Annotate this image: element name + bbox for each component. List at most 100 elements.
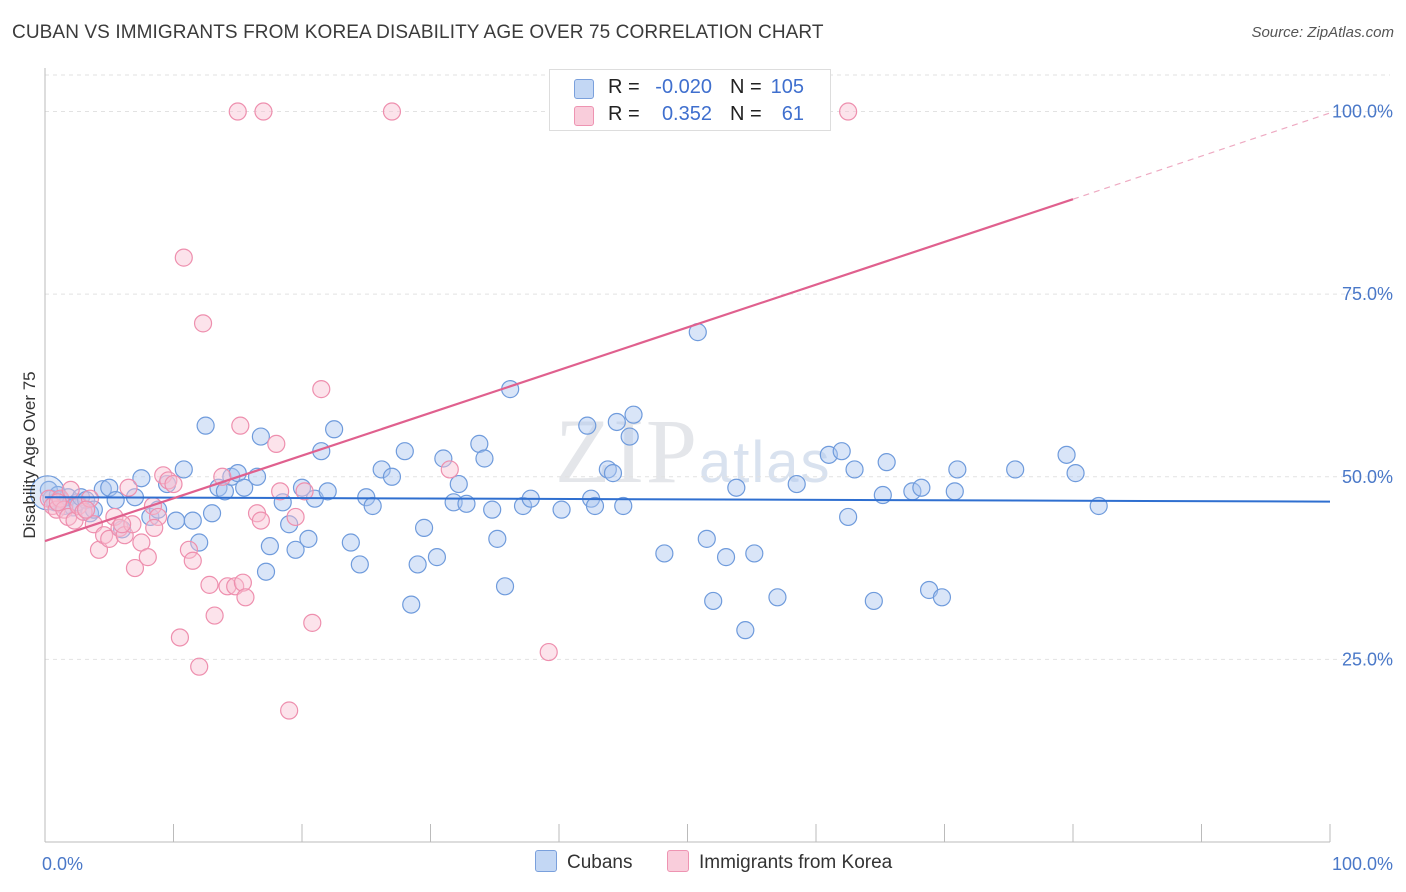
korea-point: [179, 540, 199, 559]
cubans-point: [620, 427, 639, 446]
y-tick-label: 50.0%: [1342, 467, 1393, 487]
korea-point: [80, 489, 100, 508]
legend-item-cubans[interactable]: Cubans: [535, 850, 633, 878]
cubans-point: [183, 511, 202, 530]
r-label: R =: [608, 76, 640, 98]
cubans-point: [132, 469, 151, 488]
cubans-legend-swatch: [535, 850, 557, 872]
cubans-point: [106, 491, 125, 510]
cubans-point: [196, 416, 215, 435]
cubans-point: [488, 529, 507, 548]
n-value: 61: [781, 103, 804, 125]
cubans-point: [945, 482, 964, 501]
cubans-point: [655, 544, 674, 563]
cubans-point: [318, 482, 337, 501]
cubans-point: [845, 460, 864, 479]
cubans-point: [864, 591, 883, 611]
cubans-point: [427, 548, 447, 567]
cubans-point: [475, 449, 494, 468]
korea-point: [174, 248, 193, 267]
korea-point: [228, 102, 247, 121]
cubans-point: [166, 511, 186, 530]
cubans-point: [912, 478, 931, 497]
series-korea: [39, 102, 858, 720]
korea-point: [231, 416, 250, 435]
cubans-point: [603, 464, 623, 483]
korea-point: [77, 500, 96, 519]
legend-row-cubans: R = -0.020 N = 105: [550, 75, 830, 101]
x-tick-label: 0.0%: [42, 854, 83, 874]
korea-point: [125, 558, 145, 578]
cubans-point: [202, 504, 222, 523]
n-value: 105: [770, 76, 804, 98]
y-tick-label: 100.0%: [1332, 102, 1393, 122]
source-label: Source: ZipAtlas.com: [1251, 24, 1394, 41]
korea-point: [200, 575, 219, 594]
cubans-point: [727, 478, 746, 497]
legend-stats: R = -0.020 N = 105 R = 0.352 N = 61: [549, 69, 831, 131]
cubans-point: [736, 621, 755, 640]
cubans-point: [697, 529, 716, 548]
korea-point: [193, 314, 213, 333]
cubans-point: [948, 460, 967, 479]
trend-lines: [44, 112, 1331, 543]
cubans-point: [585, 496, 605, 516]
korea-point: [539, 642, 558, 662]
cubans-point: [372, 460, 391, 479]
korea-point: [312, 380, 331, 399]
korea-point: [145, 518, 164, 537]
cubans-point: [839, 507, 858, 527]
cubans-point: [877, 453, 896, 472]
cubans-point: [325, 420, 344, 439]
cubans-point: [235, 478, 254, 497]
cubans-point: [787, 474, 806, 494]
cubans-point: [408, 555, 427, 574]
legend-item-korea[interactable]: Immigrants from Korea: [667, 850, 892, 878]
cubans-point: [141, 507, 160, 527]
cubans-point: [1057, 445, 1076, 464]
cubans-point: [341, 533, 360, 552]
cubans-point: [578, 416, 597, 435]
cubans-point: [286, 540, 305, 559]
legend-row-korea: R = 0.352 N = 61: [550, 102, 830, 128]
cubans-point: [716, 548, 736, 567]
korea-swatch: [574, 106, 594, 126]
cubans-point: [256, 562, 276, 581]
cubans-swatch: [574, 79, 594, 99]
cubans-point: [280, 515, 299, 534]
korea-point: [190, 657, 209, 676]
korea-point: [251, 511, 270, 530]
korea-point: [61, 480, 80, 500]
n-label: N =: [730, 76, 762, 98]
cubans-point: [363, 496, 382, 516]
cubans-point: [704, 591, 723, 611]
korea-point: [138, 548, 157, 567]
korea-point: [280, 701, 299, 720]
cubans-point: [174, 460, 193, 479]
n-label: N =: [730, 103, 762, 125]
cubans-point: [745, 544, 764, 563]
x-tick-label: 100.0%: [1332, 854, 1393, 874]
korea-point: [148, 507, 168, 527]
korea-legend-swatch: [667, 850, 689, 872]
cubans-point: [251, 427, 270, 446]
watermark-zip: ZIP: [555, 400, 699, 502]
cubans-point: [382, 467, 402, 486]
korea-point: [218, 577, 237, 596]
korea-point: [382, 102, 402, 121]
korea-trend-line: [44, 198, 1074, 543]
cubans-point: [832, 442, 851, 461]
korea-point: [164, 474, 183, 494]
korea-point: [183, 551, 202, 570]
cubans-point: [434, 449, 453, 468]
grid-lines: [45, 74, 1390, 660]
watermark-atlas: atlas: [699, 430, 832, 495]
y-tick-label: 25.0%: [1342, 649, 1393, 669]
korea-point: [839, 102, 858, 121]
y-axis-label: Disability Age Over 75: [20, 371, 39, 538]
series-cubans: [29, 323, 1108, 640]
korea-point: [303, 613, 322, 632]
cubans-point: [513, 496, 533, 516]
y-tick-label: 75.0%: [1342, 284, 1393, 304]
